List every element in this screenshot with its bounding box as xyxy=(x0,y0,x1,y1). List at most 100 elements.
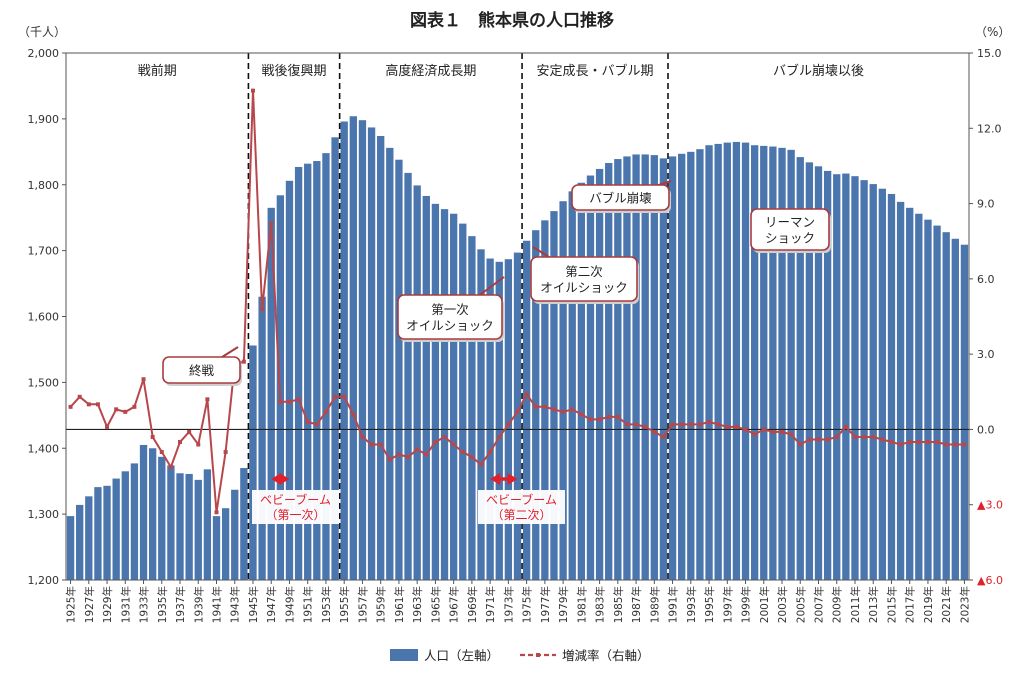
population-bar xyxy=(449,213,458,581)
rate-point xyxy=(561,409,566,414)
population-bar xyxy=(696,149,704,581)
population-bar xyxy=(513,252,522,580)
population-bar xyxy=(942,232,950,580)
population-bar xyxy=(714,143,722,580)
rate-point xyxy=(105,424,110,429)
right-tick-label: 15.0 xyxy=(977,47,1002,60)
x-tick-label: 1929年 xyxy=(101,586,114,623)
population-bar xyxy=(413,185,421,580)
x-tick-label: 1993年 xyxy=(685,586,698,623)
population-bar xyxy=(304,163,312,581)
rate-point xyxy=(269,221,274,226)
callout-text: 終戦 xyxy=(189,363,215,378)
population-bar xyxy=(495,261,503,580)
x-tick-label: 1975年 xyxy=(521,586,534,623)
population-bar xyxy=(851,176,859,580)
population-bar xyxy=(605,163,613,581)
right-tick-label: ▲3.0 xyxy=(977,499,1003,512)
x-tick-label: 2009年 xyxy=(831,586,844,623)
population-bar xyxy=(477,249,485,580)
x-tick-label: 2013年 xyxy=(867,586,880,623)
x-tick-label: 2023年 xyxy=(958,586,971,623)
population-bar xyxy=(459,223,467,580)
population-bar xyxy=(659,158,668,580)
callout-bubble-burst: バブル崩壊 xyxy=(571,180,672,213)
population-bar xyxy=(906,207,914,580)
population-bar xyxy=(650,155,658,580)
rate-point xyxy=(816,437,821,442)
rate-point xyxy=(369,442,374,447)
population-bar xyxy=(395,159,403,580)
population-bar xyxy=(85,496,93,580)
population-bar xyxy=(796,157,804,580)
population-bar xyxy=(577,182,586,580)
rate-point xyxy=(533,404,538,409)
rate-point xyxy=(643,424,648,429)
callout-end-of-war: 終戦 xyxy=(162,346,242,386)
population-bar xyxy=(431,203,440,580)
x-tick-label: 1955年 xyxy=(338,586,351,623)
rate-point xyxy=(305,419,310,424)
rate-point xyxy=(734,424,739,429)
rate-point xyxy=(132,404,137,409)
population-bar xyxy=(641,154,649,580)
left-tick-label: 1,500 xyxy=(28,376,60,389)
rate-point xyxy=(351,412,356,417)
population-bar xyxy=(887,193,896,580)
x-tick-label: 1951年 xyxy=(302,586,315,623)
population-bar xyxy=(66,516,75,580)
baby-boom-label: ベビーブーム xyxy=(486,492,557,507)
rate-point xyxy=(433,439,438,444)
population-bar xyxy=(486,258,494,580)
rate-point xyxy=(871,434,876,439)
rate-point xyxy=(415,447,420,452)
population-bar xyxy=(678,153,686,580)
baby-boom-arrowhead-left xyxy=(271,473,282,485)
rate-point xyxy=(469,455,474,460)
callout-text: リーマン xyxy=(765,215,815,230)
population-bar xyxy=(541,220,549,580)
x-tick-label: 1933年 xyxy=(138,586,151,623)
population-bar xyxy=(112,478,120,580)
rate-point xyxy=(624,422,629,427)
left-tick-label: 2,000 xyxy=(28,47,60,60)
rate-point xyxy=(360,434,365,439)
x-tick-label: 1935年 xyxy=(156,586,169,623)
rate-point xyxy=(807,437,812,442)
rate-point xyxy=(196,442,201,447)
callout-box xyxy=(397,294,503,340)
rate-point xyxy=(205,397,210,402)
rate-point xyxy=(214,510,219,515)
axes: 1,200 1,300 1,400 1,500 1,600 1,700 1,800 1,900… xyxy=(28,47,1003,623)
x-tick-label: 2003年 xyxy=(776,586,789,623)
rate-point xyxy=(515,409,520,414)
rate-point xyxy=(260,306,265,311)
x-tick-label: 1985年 xyxy=(612,586,625,623)
callout-text: オイルショック xyxy=(406,318,494,333)
left-axis-unit: （千人） xyxy=(18,25,66,39)
rate-point xyxy=(488,450,493,455)
rate-point xyxy=(916,439,921,444)
callout-text: ショック xyxy=(765,231,815,246)
population-bar xyxy=(404,172,412,580)
period-label: 安定成長・バブル期 xyxy=(537,63,654,79)
population-bar xyxy=(313,161,321,580)
left-tick-label: 1,200 xyxy=(28,574,60,587)
population-bar xyxy=(878,188,887,580)
baby-boom-arrowhead-right xyxy=(279,473,290,485)
population-bar xyxy=(121,471,129,580)
x-tick-label: 2015年 xyxy=(885,586,898,623)
population-bar xyxy=(705,145,713,580)
population-bar xyxy=(221,508,230,580)
x-tick-label: 2007年 xyxy=(813,586,826,623)
population-bar xyxy=(148,448,157,580)
rate-point xyxy=(323,409,328,414)
rate-point xyxy=(953,442,958,447)
chart-title: 図表１ 熊本県の人口推移 xyxy=(410,10,614,31)
population-bar xyxy=(568,191,576,580)
rate-point xyxy=(798,442,803,447)
x-tick-label: 2001年 xyxy=(758,586,771,623)
baby-boom-arrowhead-right xyxy=(507,473,518,485)
